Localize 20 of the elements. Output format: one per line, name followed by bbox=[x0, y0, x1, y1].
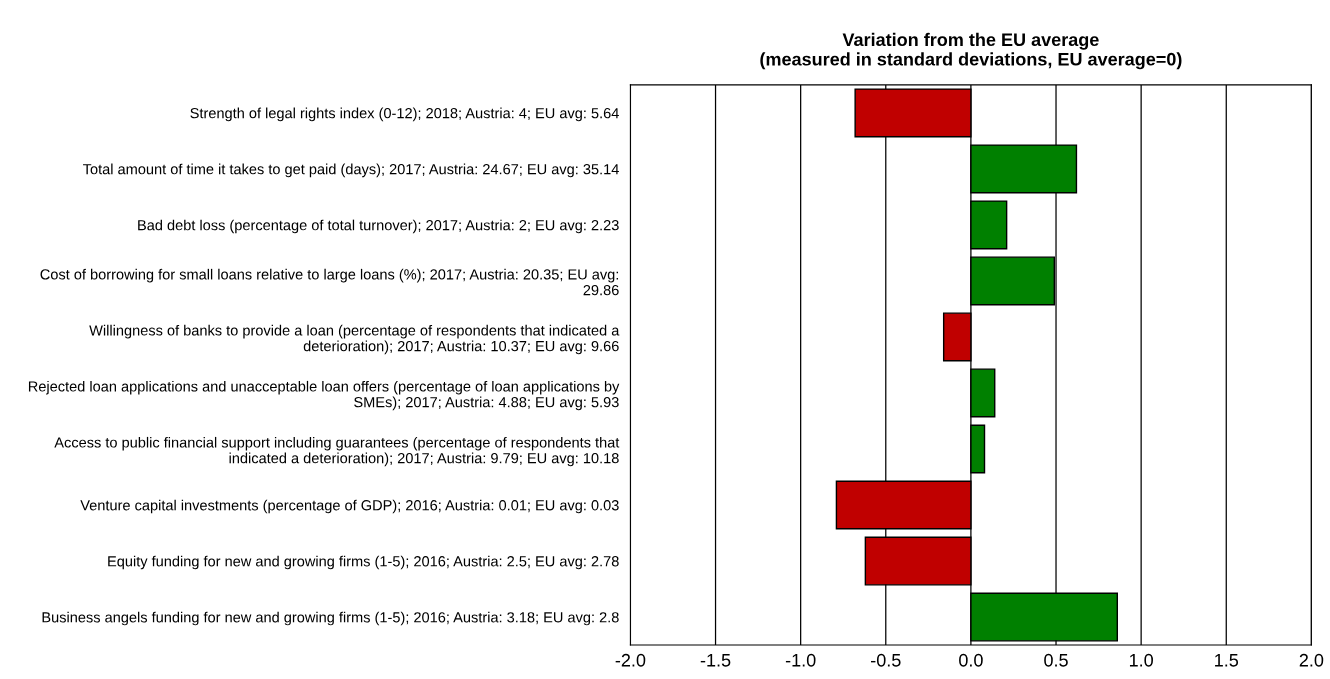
y-tick-label: Business angels funding for new and growing firms (1-5); 2016; Austria: 3.18; EU avg: 2.8 bbox=[42, 611, 619, 626]
x-tick-label: -1.0 bbox=[785, 653, 816, 667]
x-tick-label: -0.5 bbox=[871, 653, 901, 667]
y-tick-label: Cost of borrowing for small loans relative to large loans (%); 2017; Austria: 20.35; EU avg: 29.86 bbox=[40, 268, 619, 296]
chart-title: Variation from the EU average (measured in standard deviations, EU average=0) bbox=[760, 32, 1182, 70]
x-tick-label: -2.0 bbox=[615, 653, 646, 667]
y-tick-label: Access to public financial support including guarantees (percentage of respondents that indicated a deterioration); 2017; Austria: 9.79; EU avg: 10.18 bbox=[54, 436, 620, 467]
y-tick-label: Bad debt loss (percentage of total turnover); 2017; Austria: 2; EU avg: 2.23 bbox=[138, 219, 619, 234]
x-tick-label: 2.0 bbox=[1299, 653, 1324, 667]
y-tick-label: Equity funding for new and growing firms (1-5); 2016; Austria: 2.5; EU avg: 2.78 bbox=[108, 555, 619, 570]
y-tick-label: Strength of legal rights index (0-12); 2018; Austria: 4; EU avg: 5.64 bbox=[190, 107, 619, 122]
x-tick-label: -1.5 bbox=[700, 654, 731, 667]
x-tick-label: 0.0 bbox=[959, 653, 983, 667]
y-tick-label: Venture capital investments (percentage of GDP); 2016; Austria: 0.01; EU avg: 0.03 bbox=[80, 499, 619, 514]
y-tick-label: Total amount of time it takes to get paid (days); 2017; Austria: 24.67; EU avg: 35.14 bbox=[83, 163, 619, 178]
x-tick-label: 1.0 bbox=[1129, 653, 1153, 667]
x-tick-label: 0.5 bbox=[1044, 653, 1068, 667]
x-tick-label: 1.5 bbox=[1215, 654, 1239, 667]
y-tick-label: Willingness of banks to provide a loan (percentage of respondents that indicated a deterioration); 2017; Austria: 10.37; EU avg: 9.66 bbox=[89, 324, 620, 355]
y-tick-label: Rejected loan applications and unacceptable loan offers (percentage of loan applications by SMEs); 2017; Austria: 4.88; EU avg: 5.93 bbox=[28, 380, 620, 411]
